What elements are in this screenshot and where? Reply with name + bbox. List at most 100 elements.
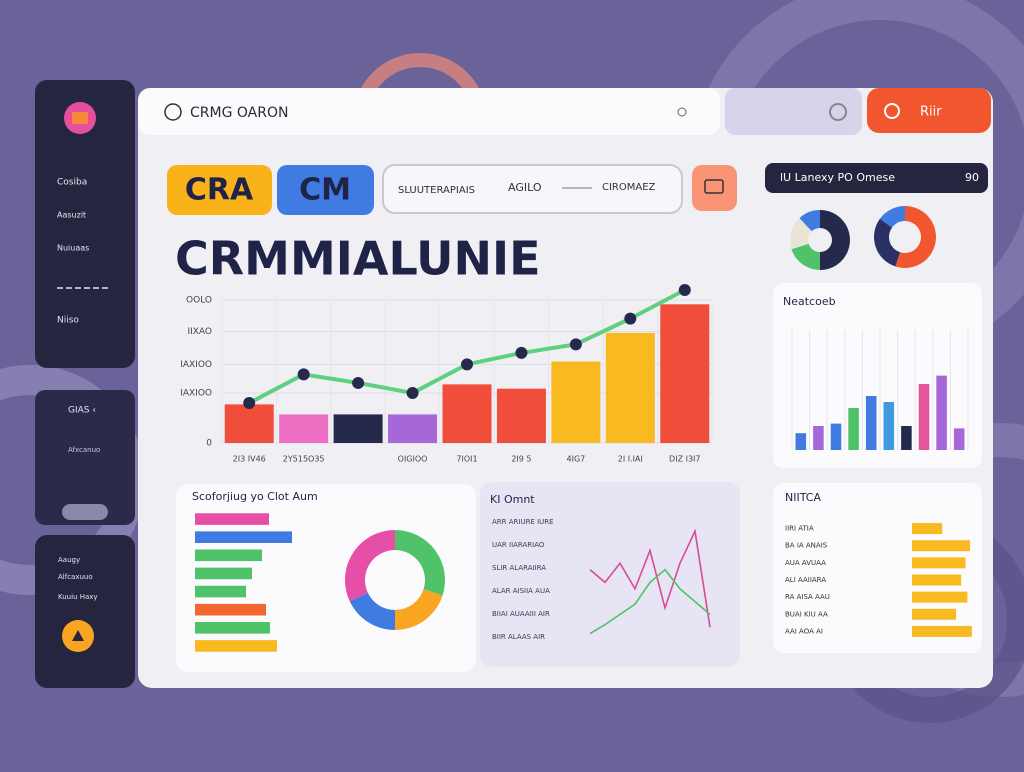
bar	[813, 426, 824, 450]
line-point	[678, 283, 691, 296]
row-text: ALAR AISIIA AUA	[492, 587, 550, 595]
y-tick-label: 0	[206, 439, 212, 449]
group-title[interactable]: GIAS ‹	[68, 406, 96, 416]
line-point	[515, 346, 528, 359]
bar	[918, 384, 930, 450]
bar	[388, 414, 438, 443]
bar	[195, 640, 277, 652]
footer-item[interactable]: Aaugy	[58, 556, 80, 564]
row-label: BUAI KIU AA	[785, 610, 828, 618]
button-label[interactable]: Riir	[920, 105, 942, 120]
bar	[912, 574, 962, 586]
pie-slice	[820, 210, 850, 270]
summary-value: 90	[965, 171, 979, 184]
sidebar-group	[35, 390, 135, 525]
tab[interactable]	[167, 165, 272, 215]
tab-label[interactable]: CRA	[185, 173, 254, 208]
nav-item[interactable]: Cosiba	[57, 178, 87, 188]
bar	[195, 531, 292, 543]
nav-item[interactable]: Nuiuaas	[57, 244, 89, 253]
nav-item[interactable]: Aasuzit	[57, 211, 86, 220]
bar	[912, 557, 966, 569]
bar	[912, 591, 968, 603]
sidebar-footer	[35, 535, 135, 688]
card-title: NIITCA	[785, 491, 821, 504]
bar	[830, 423, 842, 450]
bar	[551, 361, 601, 443]
row-label: IIRI ATIA	[785, 525, 814, 533]
header-tab[interactable]	[725, 88, 862, 135]
pill[interactable]	[62, 504, 108, 520]
line-point	[569, 338, 582, 351]
bar	[912, 625, 972, 637]
row-text: BIIR ALAAS AIR	[492, 633, 545, 641]
line-point	[624, 312, 637, 325]
row-label: ALI AAIIARA	[785, 576, 826, 584]
group-item[interactable]: Afxcanuo	[68, 446, 100, 454]
header-icon	[677, 107, 687, 117]
card-title: KI Omnt	[490, 493, 535, 506]
bar	[912, 540, 970, 552]
bar	[605, 332, 655, 443]
header-icon	[829, 103, 847, 121]
summary-label: lU Lanexy PO Omese	[780, 171, 895, 184]
summary-pill	[765, 163, 988, 193]
bar	[333, 414, 383, 443]
header-button[interactable]	[867, 88, 991, 133]
sidebar	[35, 80, 135, 368]
pie-slice	[395, 589, 443, 630]
row-label: AUA AVUAA	[785, 559, 826, 567]
chat-button[interactable]	[692, 165, 737, 211]
footer-item[interactable]: Alfcaxuuo	[58, 573, 93, 581]
bar	[195, 603, 266, 616]
search-bar[interactable]	[382, 164, 683, 214]
y-tick-label: IAXIOO	[180, 360, 212, 370]
pie-slice	[791, 243, 820, 270]
line-point	[406, 386, 419, 399]
card-title: Neatcoeb	[783, 295, 836, 308]
x-tick-label: OIGIOO	[398, 455, 428, 464]
bar	[848, 408, 859, 450]
row-label: RA AISA AAU	[785, 593, 830, 601]
bar	[195, 585, 246, 598]
bar	[279, 414, 329, 443]
pie-slice	[799, 210, 820, 232]
icon	[72, 630, 84, 641]
bar	[496, 388, 546, 443]
tab[interactable]	[277, 165, 374, 215]
pie-slice	[344, 530, 395, 602]
line	[589, 568, 711, 635]
nav-item[interactable]: Niiso	[57, 316, 79, 326]
x-tick-label: 2I I.IAI	[618, 455, 643, 464]
row-text: BIIAI AUAAIII AIR	[492, 610, 550, 618]
search-text: SLUUTERAPIAIS	[398, 185, 475, 196]
bar	[224, 404, 274, 443]
row-text: SLIR ALARAIIRA	[492, 564, 546, 572]
search-text: CIROMAEZ	[602, 182, 656, 193]
bar	[936, 375, 947, 450]
bar	[195, 513, 269, 525]
bar	[912, 523, 943, 535]
bar	[795, 433, 807, 450]
bar	[865, 396, 877, 450]
pie-slice	[349, 592, 395, 630]
line-point	[297, 368, 310, 381]
header-icon	[164, 103, 182, 121]
row-label: BA IA ANAIS	[785, 542, 828, 550]
pie-slice	[790, 218, 812, 250]
card	[773, 283, 982, 468]
y-tick-label: OOLO	[186, 296, 212, 306]
pie-slice	[395, 530, 446, 596]
tab-label[interactable]: CM	[299, 173, 351, 208]
line-point	[352, 376, 365, 389]
header-title: CRMG OARON	[190, 105, 288, 121]
bar	[195, 549, 262, 562]
row-label: AAI AOA AI	[785, 627, 823, 635]
search-text: AGILO	[508, 181, 542, 194]
card-title: Scoforjiug yo Clot Aum	[192, 490, 318, 503]
header	[138, 88, 720, 135]
footer-item[interactable]: Kuuiu Haxy	[58, 593, 98, 601]
pie-slice	[879, 206, 905, 228]
bar	[660, 304, 710, 443]
